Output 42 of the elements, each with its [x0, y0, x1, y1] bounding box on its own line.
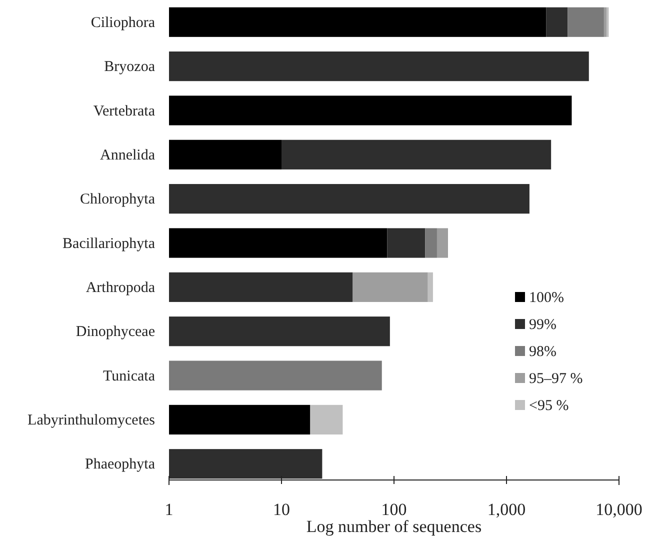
bar — [169, 360, 382, 390]
y-tick-label: Bryozoa — [104, 59, 156, 76]
x-tick-label: 1,000 — [487, 500, 526, 520]
bar — [169, 316, 390, 346]
x-tick-label: 10,000 — [596, 500, 642, 520]
y-tick-label: Arthropoda — [86, 280, 156, 296]
bar — [169, 96, 572, 126]
x-tick-label: 100 — [381, 500, 407, 520]
bar — [169, 52, 589, 82]
bar — [169, 140, 282, 170]
bar — [169, 272, 353, 302]
bar — [425, 228, 437, 258]
bar — [428, 272, 433, 302]
bar — [604, 7, 607, 37]
x-axis-title: Log number of sequences — [306, 517, 482, 536]
bar — [546, 7, 568, 37]
bar — [436, 228, 448, 258]
x-tick-label: 10 — [273, 500, 290, 520]
legend-label: 99% — [529, 317, 556, 333]
legend-label: 100% — [529, 290, 564, 306]
legend-label: <95 % — [529, 398, 569, 414]
y-tick-label: Annelida — [100, 147, 156, 164]
y-tick-label: Bacillariophyta — [62, 236, 156, 252]
legend-label: 95–97 % — [529, 371, 583, 387]
y-tick-label: Ciliophora — [90, 14, 156, 31]
bar — [387, 228, 426, 258]
bar — [169, 228, 388, 258]
x-tick-label: 1 — [164, 500, 174, 520]
y-tick-label: Chlorophyta — [80, 192, 156, 208]
bar — [169, 7, 546, 37]
bar — [169, 184, 530, 214]
bar — [352, 272, 428, 302]
y-tick-label: Dinophyceae — [76, 324, 156, 340]
bar — [310, 404, 343, 434]
y-tick-label: Labyrinthulomycetes — [28, 412, 156, 428]
y-tick-label: Vertebrata — [93, 103, 156, 120]
bar — [282, 140, 552, 170]
legend-label: 98% — [529, 344, 556, 360]
y-tick-label: Tunicata — [103, 368, 156, 384]
bar — [169, 404, 310, 434]
bar — [568, 7, 604, 37]
y-tick-label: Phaeophyta — [85, 456, 156, 473]
